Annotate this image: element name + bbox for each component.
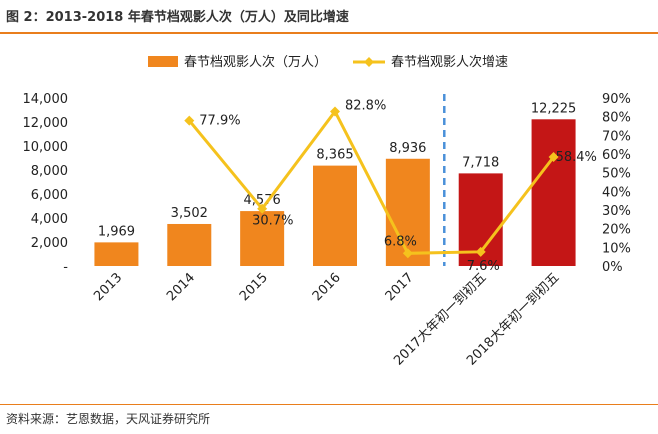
legend: 春节档观影人次（万人） 春节档观影人次增速 bbox=[148, 54, 508, 70]
left-axis-tick-label: - bbox=[63, 260, 68, 275]
left-axis: - 2,000 4,000 6,000 8,000 10,000 12,000 14,000 bbox=[23, 92, 69, 275]
growth-line-series bbox=[184, 106, 559, 259]
right-axis-tick-label: 80% bbox=[602, 111, 631, 126]
growth-data-label: 77.9% bbox=[199, 114, 240, 129]
bar bbox=[385, 158, 430, 266]
right-axis-tick-label: 60% bbox=[602, 148, 631, 163]
bar bbox=[531, 119, 576, 266]
bar-data-label: 1,969 bbox=[98, 224, 135, 239]
right-axis-tick-label: 90% bbox=[602, 92, 631, 107]
legend-bar-label: 春节档观影人次（万人） bbox=[184, 54, 327, 70]
left-axis-tick-label: 12,000 bbox=[23, 116, 69, 131]
growth-point bbox=[548, 151, 559, 162]
growth-point bbox=[257, 203, 268, 214]
right-axis-tick-label: 70% bbox=[602, 129, 631, 144]
bar bbox=[94, 242, 139, 266]
growth-line bbox=[188, 108, 555, 255]
right-axis-tick-label: 50% bbox=[602, 167, 631, 182]
bar bbox=[167, 223, 212, 266]
left-axis-tick-label: 2,000 bbox=[31, 236, 68, 251]
figure-title: 图 2：2013-2018 年春节档观影人次（万人）及同比增速 bbox=[6, 10, 349, 25]
left-axis-tick-label: 10,000 bbox=[23, 140, 69, 155]
legend-bar-swatch bbox=[148, 56, 178, 67]
growth-point bbox=[402, 248, 413, 259]
bar-data-label: 7,718 bbox=[462, 155, 499, 170]
growth-data-label: 58.4% bbox=[556, 150, 597, 165]
category-label: 2013 bbox=[91, 270, 125, 304]
right-axis-tick-label: 40% bbox=[602, 185, 631, 200]
bar bbox=[240, 211, 285, 266]
right-axis: 0% 10% 20% 30% 40% 50% 60% 70% 80% 90% bbox=[602, 92, 631, 275]
category-label: 2015 bbox=[237, 270, 271, 304]
left-axis-tick-label: 14,000 bbox=[23, 92, 69, 107]
title-rule bbox=[0, 32, 658, 34]
growth-data-label: 82.8% bbox=[345, 98, 386, 113]
bar-data-label: 8,365 bbox=[316, 148, 353, 163]
bar-series bbox=[94, 119, 576, 266]
bar bbox=[313, 165, 357, 266]
right-axis-tick-label: 30% bbox=[602, 204, 631, 219]
growth-data-label: 6.8% bbox=[384, 234, 417, 249]
chart: 春节档观影人次（万人） 春节档观影人次增速 - 2,000 4,000 6,000 8,… bbox=[23, 54, 631, 369]
bar-data-label: 3,502 bbox=[171, 206, 208, 221]
category-label: 2014 bbox=[164, 270, 198, 304]
right-axis-tick-label: 10% bbox=[602, 241, 631, 256]
source-note: 资料来源：艺恩数据，天风证券研究所 bbox=[6, 412, 211, 426]
growth-point bbox=[184, 115, 195, 126]
source-rule bbox=[0, 404, 658, 405]
bar-data-label: 12,225 bbox=[531, 101, 577, 116]
legend-line-marker bbox=[364, 57, 374, 67]
growth-point bbox=[475, 246, 486, 257]
right-axis-tick-label: 20% bbox=[602, 223, 631, 238]
growth-data-label: 30.7% bbox=[252, 214, 293, 229]
category-axis-labels: 2013 2014 2015 2016 20172017大年初一到初五2018大年初一到… bbox=[91, 270, 562, 368]
left-axis-tick-label: 6,000 bbox=[31, 188, 68, 203]
category-label: 2016 bbox=[310, 270, 344, 304]
line-data-labels: 77.9% 30.7% 82.8% 6.8% 7.6% 58.4% bbox=[199, 98, 597, 273]
category-label: 2017 bbox=[383, 270, 417, 304]
bar-data-label: 8,936 bbox=[389, 141, 426, 156]
right-axis-tick-label: 0% bbox=[602, 260, 623, 275]
growth-data-label: 7.6% bbox=[467, 259, 500, 274]
left-axis-tick-label: 8,000 bbox=[31, 164, 68, 179]
left-axis-tick-label: 4,000 bbox=[31, 212, 68, 227]
legend-line-label: 春节档观影人次增速 bbox=[391, 54, 508, 70]
growth-point bbox=[330, 106, 340, 117]
